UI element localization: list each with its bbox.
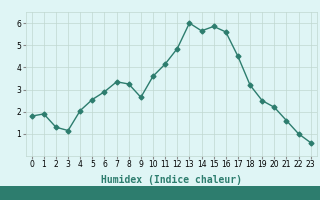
Text: Humidex (Indice chaleur): Humidex (Indice chaleur) [101, 175, 242, 185]
